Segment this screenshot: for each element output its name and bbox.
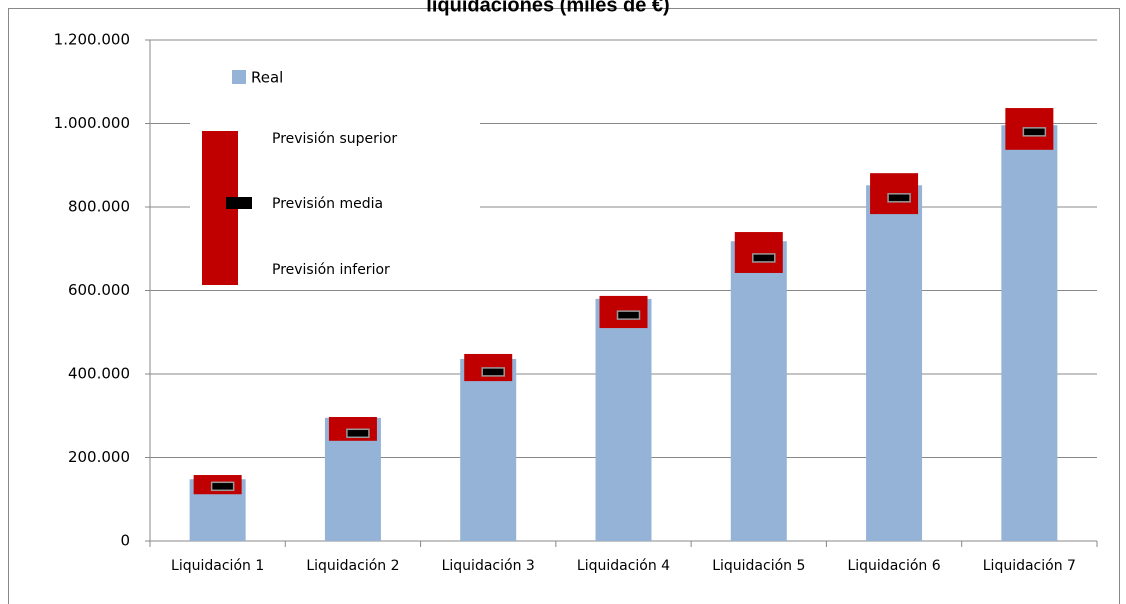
forecast-mean [481,367,505,377]
forecast-mean [1022,127,1047,137]
chart-title: liquidaciones (miles de €) [426,0,669,16]
y-tick-label: 1.000.000 [54,114,130,132]
forecast-mean [210,481,235,492]
chart-border [8,8,1120,604]
y-tick-label: 600.000 [68,281,130,299]
forecast-mean [887,193,911,203]
y-tick-label: 0 [120,532,130,550]
forecast-mean [752,253,776,263]
bar [1001,125,1058,542]
bar [460,358,517,541]
x-tick-label: Liquidación 3 [442,558,535,574]
x-tick-label: Liquidación 6 [847,558,940,574]
bar [730,241,787,542]
legend-box [190,58,480,286]
legend-label: Previsión inferior [272,262,390,278]
legend-swatch [226,197,252,209]
forecast-range [734,232,783,273]
legend-label: Real [251,69,283,87]
legend-swatch [232,70,246,84]
y-tick-label: 400.000 [68,365,130,383]
bar [595,298,652,541]
forecast-mean [616,310,641,320]
x-tick-label: Liquidación 7 [983,558,1076,574]
y-tick-label: 800.000 [68,198,130,216]
legend-label: Previsión media [272,196,383,212]
x-tick-label: Liquidación 1 [171,558,264,574]
x-tick-label: Liquidación 2 [306,558,399,574]
forecast-mean [346,428,370,439]
x-tick-label: Liquidación 4 [577,558,670,574]
x-tick-label: Liquidación 5 [712,558,805,574]
bar [866,185,923,542]
legend-label: Previsión superior [272,131,397,147]
y-tick-label: 1.200.000 [54,31,130,49]
y-tick-label: 200.000 [68,448,130,466]
